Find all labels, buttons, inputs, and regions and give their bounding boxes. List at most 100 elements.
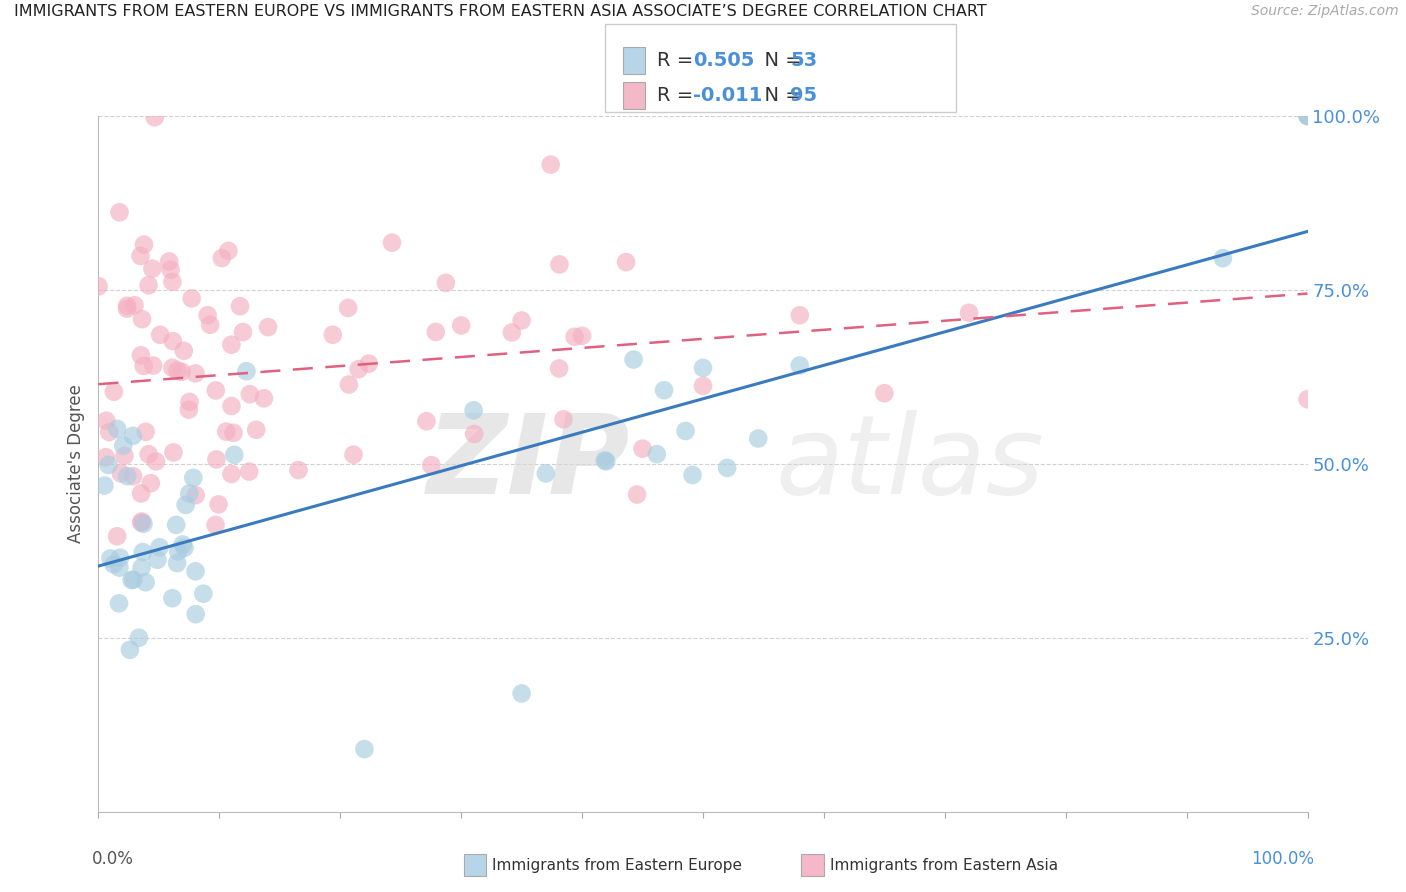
Point	[1296, 392, 1319, 407]
Point	[122, 469, 145, 483]
Point	[548, 257, 571, 271]
Text: 53: 53	[790, 52, 817, 70]
Point	[135, 425, 157, 439]
Text: 100.0%: 100.0%	[1250, 850, 1313, 868]
Point	[184, 488, 207, 502]
Point	[548, 361, 571, 376]
Point	[425, 325, 447, 339]
Point	[129, 516, 152, 530]
Point	[157, 254, 180, 268]
Point	[129, 249, 152, 263]
Point	[165, 517, 187, 532]
Point	[232, 325, 254, 339]
Point	[115, 299, 138, 313]
Point	[121, 429, 143, 443]
Point	[138, 278, 160, 293]
Text: R =: R =	[657, 52, 699, 70]
Point	[96, 414, 118, 428]
Point	[103, 384, 125, 399]
Point	[222, 425, 245, 440]
Point	[135, 575, 157, 590]
Point	[177, 402, 200, 417]
Point	[148, 541, 170, 555]
Text: 0.0%: 0.0%	[93, 850, 134, 868]
Point	[510, 686, 533, 700]
Point	[131, 515, 153, 529]
Point	[553, 412, 575, 426]
Point	[184, 607, 207, 622]
Point	[97, 458, 120, 472]
Point	[415, 414, 437, 428]
Point	[129, 348, 152, 362]
Point	[450, 318, 472, 333]
Point	[110, 467, 132, 481]
Point	[139, 476, 162, 491]
Point	[108, 596, 131, 610]
Point	[652, 383, 675, 397]
Point	[595, 454, 617, 468]
Point	[614, 255, 637, 269]
Point	[141, 261, 163, 276]
Point	[98, 425, 121, 439]
Point	[198, 318, 221, 332]
Point	[174, 498, 197, 512]
Point	[131, 312, 153, 326]
Point	[221, 337, 243, 351]
Point	[131, 560, 153, 574]
Point	[224, 448, 246, 462]
Point	[98, 551, 121, 566]
Point	[142, 359, 165, 373]
Point	[1212, 251, 1234, 265]
Point	[873, 386, 896, 401]
Point	[162, 591, 184, 606]
Point	[108, 550, 131, 565]
Text: Immigrants from Eastern Europe: Immigrants from Eastern Europe	[492, 858, 742, 872]
Point	[337, 377, 360, 392]
Point	[257, 320, 280, 334]
Text: ZIP: ZIP	[427, 410, 630, 517]
Point	[287, 463, 309, 477]
Point	[118, 642, 141, 657]
Point	[172, 537, 194, 551]
Point	[149, 327, 172, 342]
Point	[235, 364, 257, 378]
Point	[692, 360, 714, 375]
Point	[145, 454, 167, 468]
Point	[789, 359, 811, 373]
Point	[564, 330, 586, 344]
Point	[957, 306, 980, 320]
Point	[645, 447, 668, 461]
Point	[115, 301, 138, 316]
Point	[463, 403, 485, 417]
Point	[117, 469, 139, 483]
Point	[184, 367, 207, 381]
Point	[204, 384, 226, 398]
Point	[593, 453, 616, 467]
Point	[143, 110, 166, 124]
Point	[179, 395, 201, 409]
Point	[183, 471, 205, 485]
Point	[132, 359, 155, 373]
Point	[146, 553, 169, 567]
Text: N =: N =	[752, 52, 808, 70]
Text: N =: N =	[752, 87, 808, 105]
Point	[716, 461, 738, 475]
Point	[789, 308, 811, 322]
Point	[215, 425, 238, 439]
Point	[631, 442, 654, 456]
Text: 95: 95	[790, 87, 817, 105]
Text: R =: R =	[657, 87, 699, 105]
Point	[112, 439, 135, 453]
Point	[217, 244, 239, 258]
Point	[121, 573, 143, 587]
Point	[173, 343, 195, 358]
Text: -0.011: -0.011	[693, 87, 762, 105]
Point	[166, 556, 188, 570]
Point	[197, 308, 219, 322]
Point	[105, 422, 128, 436]
Point	[675, 424, 697, 438]
Point	[132, 516, 155, 531]
Point	[221, 399, 243, 413]
Point	[211, 251, 233, 265]
Point	[692, 379, 714, 393]
